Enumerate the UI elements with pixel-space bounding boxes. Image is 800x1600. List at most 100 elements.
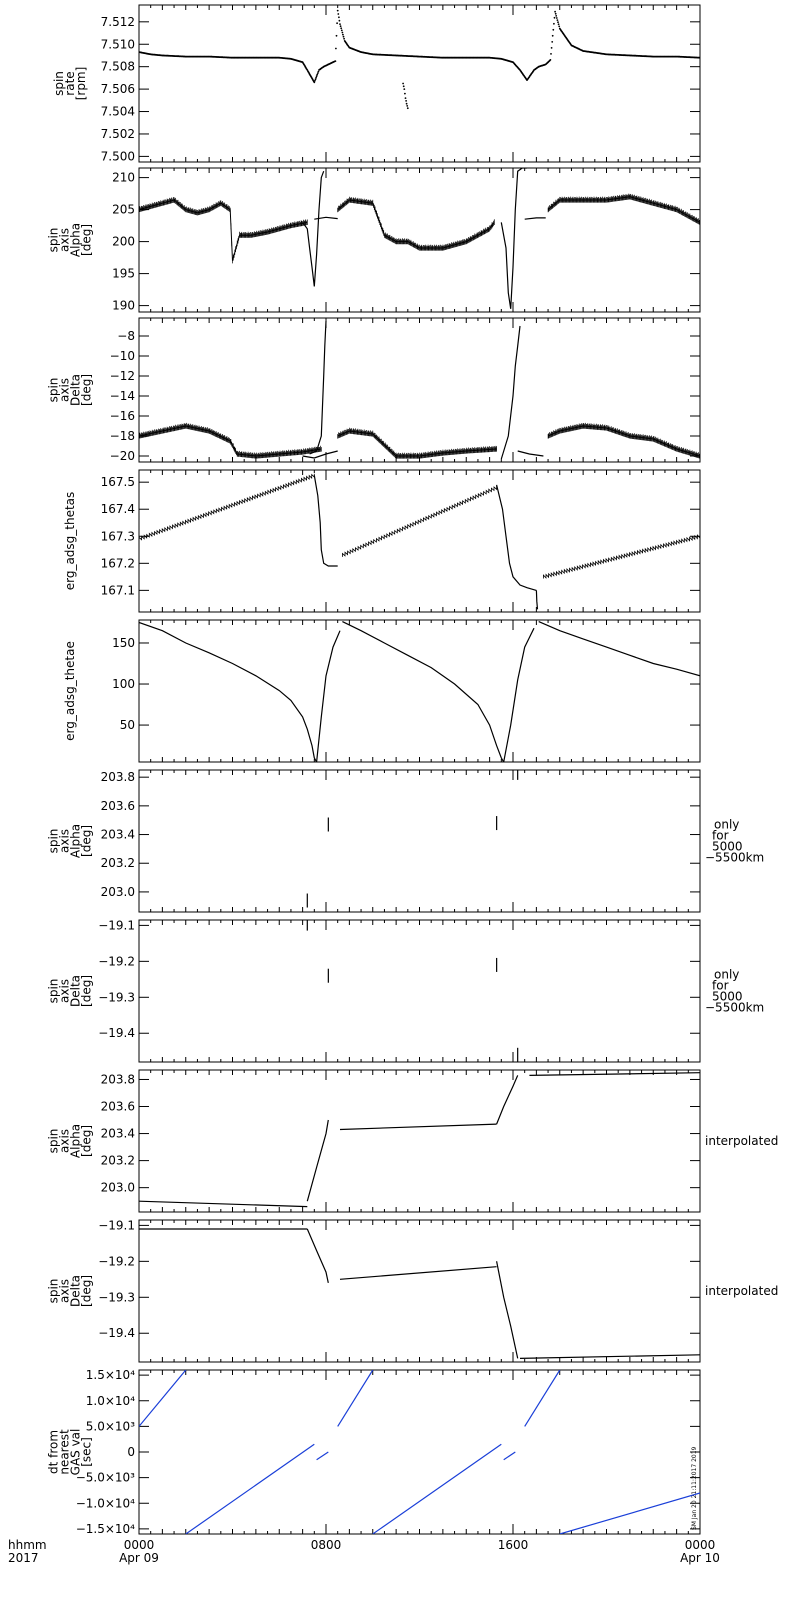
series-2 [302,170,325,287]
series-line [337,199,495,249]
y-tick-label: 7.502 [101,127,135,141]
data-point [339,25,342,28]
y-tick-label: −19.2 [98,1254,135,1268]
panel-frame [138,1369,701,1535]
y-tick-label: 1.5×10⁴ [86,1368,135,1382]
series-3 [302,450,338,459]
panel-1: 7.500 7.502 7.504 7.506 7.508 7.510 7.512 spinr… [52,4,701,163]
series-4 [337,196,495,251]
data-point [317,70,320,73]
side-note-line: only [714,818,739,832]
series-line [337,1370,374,1427]
data-point [404,92,406,95]
series-line [185,1443,315,1534]
y-tick-label: 7.506 [101,82,135,96]
data-point [338,19,341,22]
series-5 [372,1443,502,1534]
x-tick-label: 1600 [498,1538,529,1552]
series-line [496,1075,519,1125]
plot-area [139,1072,700,1208]
data-point [556,19,559,21]
timestamp-stamp: SM Jan 20 21:11:2017 2019 [691,1446,698,1530]
panel-2: 190 195 200 205 210 spinaxisAlpha[deg] [47,167,701,313]
y-axis-label: spinaxisDelta[deg] [47,374,94,406]
y-tick-label: −20 [110,449,135,463]
y-tick-label: 150 [112,636,135,650]
series-line [316,630,341,762]
y-axis-label: erg_adsg_thetas [63,492,77,591]
series-line [302,170,325,287]
y-tick-label: 7.508 [101,60,135,74]
x-tick-label: 0800 [311,1538,342,1552]
y-tick-label: −16 [110,409,135,423]
series-line [316,1451,329,1461]
series-1 [139,473,315,541]
series-1 [139,621,318,762]
plot-area [306,920,519,1062]
data-point [339,23,341,25]
y-tick-label: −18 [110,429,135,443]
series-line [517,450,544,457]
series-1 [139,197,308,264]
series-line [342,621,505,762]
panel-frame [138,1069,701,1213]
data-point [406,105,409,107]
panel-frame [138,769,701,913]
data-point [340,27,343,30]
y-tick-label: 7.512 [101,15,135,29]
data-point [342,33,344,36]
y-tick-label: 203.6 [101,1100,135,1114]
plot-area [139,1370,700,1534]
x-axis-label-hhmm: hhmm [8,1538,47,1552]
series-4 [337,1370,374,1427]
data-point [341,31,344,34]
y-tick-label: 167.5 [101,475,135,489]
data-point [335,47,337,50]
series-6 [503,1451,516,1461]
y-axis-label-line: axis [58,1129,72,1153]
series-line [372,1443,502,1534]
y-tick-label: 100 [112,677,135,691]
series-line [524,1370,561,1427]
series-1 [139,1200,308,1208]
y-tick-label: 203.4 [101,828,135,842]
data-point [550,47,553,49]
side-note-line: for [712,829,729,843]
y-tick-label: −19.1 [98,1218,135,1232]
series-5 [538,621,700,677]
y-axis-label-line: dt from [47,1430,61,1474]
series-line [139,1200,308,1208]
series-line [337,430,497,457]
series-line [309,320,327,455]
series-line [519,1354,700,1359]
y-tick-label: 203.6 [101,799,135,813]
y-axis-label: spinaxisDelta[deg] [47,975,94,1007]
y-tick-label: 167.1 [101,583,135,597]
series-5 [500,325,521,460]
series-4 [496,1261,519,1359]
series-4 [337,427,497,459]
data-point [555,17,558,19]
series-line [538,621,700,677]
data-point [334,60,337,62]
y-tick-label: −1.5×10⁴ [76,1522,135,1536]
data-point [336,9,339,12]
side-note-line: 5000 [712,990,743,1004]
data-point [338,16,340,19]
series-2 [306,1228,329,1284]
data-point [343,37,345,40]
y-tick-label: −19.4 [98,1026,135,1040]
data-point [699,56,700,59]
panel-frame [138,4,701,163]
side-note-line: for [712,979,729,993]
series-line [524,217,546,220]
panel-4: 167.1 167.2 167.3 167.4 167.5 erg_adsg_thetas [63,469,701,613]
side-note-line: 5000 [712,840,743,854]
series-line [535,590,539,610]
y-axis-label-line: [rpm] [74,67,88,101]
series-6 [524,217,546,220]
y-axis-label-line: spin [52,71,66,96]
y-tick-label: −12 [110,369,135,383]
y-tick-label: 200 [112,235,135,249]
